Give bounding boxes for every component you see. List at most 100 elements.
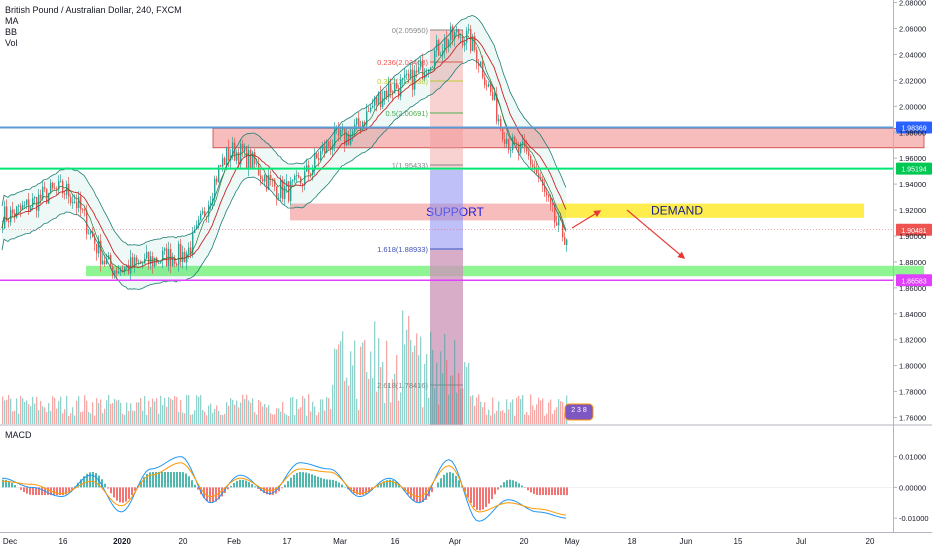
macd-histogram-bar	[509, 480, 511, 488]
indicator-ma[interactable]: MA	[5, 16, 182, 27]
macd-histogram-bar	[521, 486, 523, 488]
volume-bar	[322, 399, 323, 424]
volume-bar	[380, 367, 381, 424]
volume-bar	[220, 415, 221, 424]
macd-histogram-bar	[29, 487, 31, 494]
volume-bar	[446, 360, 447, 424]
volume-bar	[278, 408, 279, 424]
macd-histogram-bar	[251, 484, 253, 487]
volume-bar	[300, 407, 301, 424]
macd-histogram-bar	[437, 483, 439, 488]
macd-histogram-bar	[47, 487, 49, 495]
volume-bar	[98, 403, 99, 424]
macd-histogram-bar	[113, 487, 115, 497]
volume-bar	[2, 397, 3, 424]
candle-body	[508, 139, 509, 150]
candle-body	[200, 214, 201, 220]
volume-bar	[434, 388, 435, 424]
volume-bar	[52, 396, 53, 424]
volume-bar	[368, 379, 369, 424]
volume-bar	[388, 383, 389, 424]
volume-bar	[560, 401, 561, 424]
volume-bar	[394, 374, 395, 424]
macd-histogram-bar	[332, 480, 334, 487]
volume-bar	[266, 407, 267, 424]
candle-body	[88, 234, 89, 235]
volume-bar	[450, 376, 451, 424]
macd-histogram-bar	[299, 472, 301, 487]
volume-bar	[72, 407, 73, 424]
volume-bar	[56, 409, 57, 424]
volume-bar	[292, 397, 293, 424]
volume-bar	[338, 344, 339, 424]
volume-bar	[402, 311, 403, 424]
volume-bar	[96, 398, 97, 424]
volume-bar	[82, 411, 83, 424]
volume-bar	[476, 398, 477, 424]
volume-bar	[498, 401, 499, 424]
y-tick-label: 2.04000	[899, 50, 926, 59]
volume-bar	[484, 402, 485, 424]
volume-bar	[178, 412, 179, 424]
volume-bar	[548, 402, 549, 424]
macd-histogram-bar	[491, 487, 493, 499]
volume-bar	[208, 406, 209, 424]
volume-bar	[344, 381, 345, 424]
macd-histogram-bar	[164, 472, 166, 487]
volume-bar	[516, 398, 517, 424]
volume-bar	[30, 406, 31, 424]
volume-bar	[340, 341, 341, 424]
volume-bar	[356, 399, 357, 424]
indicator-vol[interactable]: Vol	[5, 38, 182, 49]
volume-bar	[324, 411, 325, 424]
volume-bar	[332, 385, 333, 424]
macd-histogram-bar	[311, 474, 313, 487]
macd-histogram-bar	[290, 478, 292, 488]
volume-bar	[384, 403, 385, 424]
macd-layer	[0, 425, 932, 521]
macd-histogram-bar	[497, 487, 499, 489]
candle-body	[486, 85, 487, 86]
macd-histogram-bar	[539, 487, 541, 495]
volume-bar	[20, 396, 21, 424]
volume-bar	[480, 402, 481, 424]
volume-bar	[214, 409, 215, 424]
volume-bar	[308, 394, 309, 424]
macd-histogram-bar	[530, 487, 532, 492]
chart-legend: British Pound / Australian Dollar, 240, …	[5, 5, 182, 49]
macd-histogram-bar	[488, 487, 490, 503]
volume-bar	[532, 406, 533, 424]
volume-bar	[90, 413, 91, 424]
y-tick-label: 1.94000	[899, 180, 926, 189]
volume-bar	[252, 398, 253, 424]
volume-bar	[218, 411, 219, 424]
volume-bar	[312, 402, 313, 424]
volume-bar	[448, 395, 449, 424]
volume-bar	[170, 399, 171, 424]
volume-bar	[416, 333, 417, 424]
y-tick-label: 1.76000	[899, 414, 926, 423]
candle-body	[566, 240, 567, 245]
macd-histogram-bar	[329, 480, 331, 488]
volume-bar	[320, 399, 321, 424]
zone-label-demand: DEMAND	[651, 204, 703, 218]
volume-bar	[254, 412, 255, 424]
volume-bar	[230, 398, 231, 424]
indicator-bb[interactable]: BB	[5, 27, 182, 38]
macd-histogram-bar	[479, 487, 481, 510]
volume-bar	[358, 410, 359, 424]
volume-bar	[464, 362, 465, 424]
volume-bar	[116, 401, 117, 424]
candle-body	[202, 211, 203, 213]
volume-bar	[444, 334, 445, 424]
candle-body	[220, 165, 221, 166]
volume-bar	[114, 399, 115, 424]
volume-bar	[486, 415, 487, 424]
macd-histogram-bar	[551, 487, 553, 495]
volume-bar	[100, 399, 101, 424]
volume-bar	[92, 402, 93, 424]
volume-bar	[540, 400, 541, 424]
volume-bar	[382, 362, 383, 424]
